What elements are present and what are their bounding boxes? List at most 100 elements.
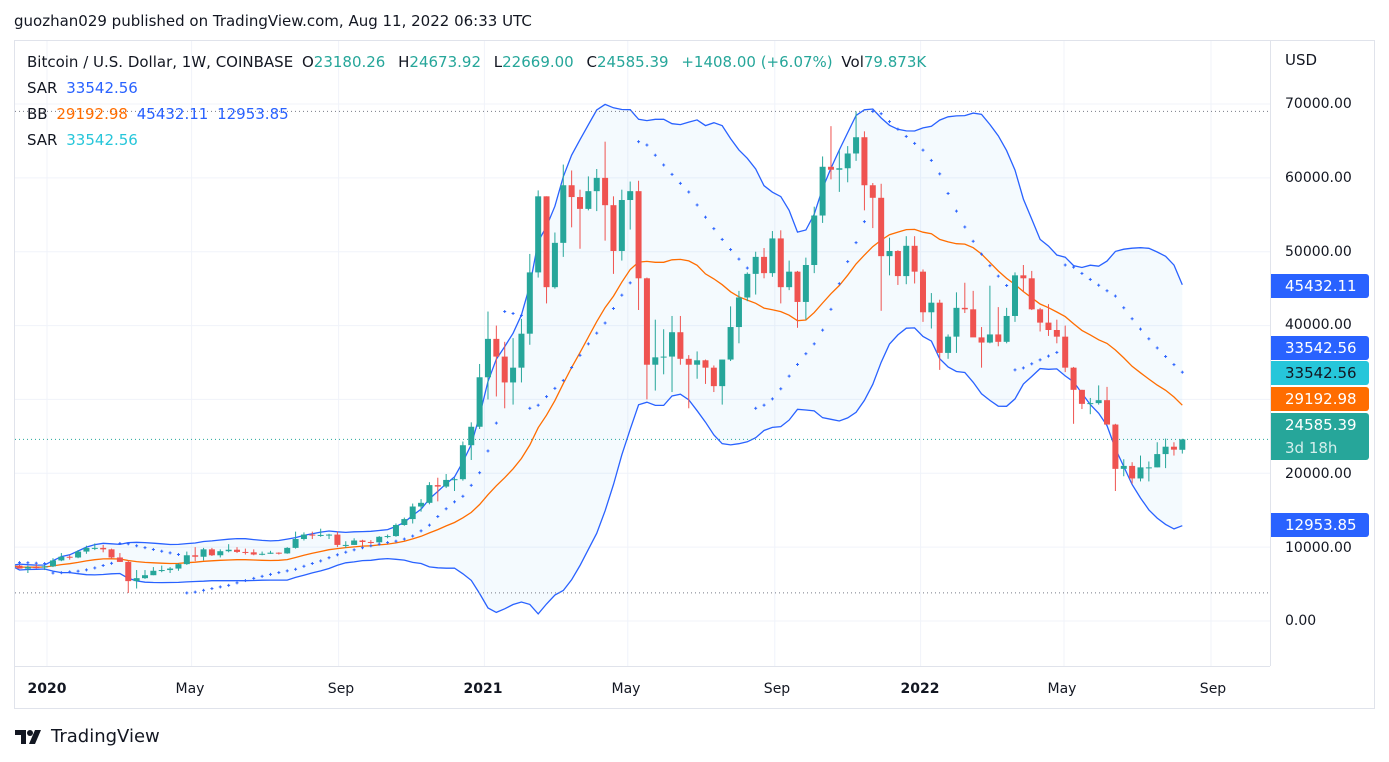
candle-body	[660, 356, 667, 358]
symbol-title[interactable]: Bitcoin / U.S. Dollar, 1W, COINBASE	[27, 53, 294, 71]
last-price-badge: 24585.39 3d 18h	[1271, 413, 1369, 460]
bb-basis-line	[15, 228, 1183, 568]
candle-body	[936, 302, 943, 353]
candle-body	[1045, 322, 1052, 331]
low-label: L	[493, 53, 503, 71]
candle-body	[970, 309, 977, 338]
chart-frame	[14, 40, 1375, 709]
low-value: 22669.00	[502, 53, 574, 71]
high-value: 24673.92	[409, 53, 481, 71]
candle-body	[434, 485, 441, 487]
candle-body	[175, 564, 182, 569]
candle-body	[468, 426, 475, 446]
candle-body	[986, 334, 993, 343]
candle-body	[786, 271, 793, 288]
price-tick: 10000.00	[1285, 540, 1352, 556]
time-axis[interactable]: 2020 May Sep 2021 May Sep 2022 May Sep	[15, 666, 1270, 709]
candle-body	[1162, 446, 1169, 455]
candle-body	[1070, 367, 1077, 390]
candle-body	[685, 358, 692, 365]
time-label: May	[175, 681, 205, 697]
bb-lower-value: 12953.85	[217, 105, 289, 123]
candle-body	[526, 272, 533, 334]
price-tick: 70000.00	[1285, 96, 1352, 112]
bb-legend[interactable]: BB 29192.98 45432.11 12953.85	[27, 105, 293, 123]
price-tick: 0.00	[1285, 613, 1317, 629]
candle-body	[1028, 278, 1035, 310]
candle-body	[853, 137, 860, 154]
candle-body	[1112, 424, 1119, 469]
candle-body	[861, 137, 868, 186]
candle-body	[359, 540, 366, 542]
sar1-label: SAR	[27, 79, 58, 97]
bb-lower-badge: 12953.85	[1271, 513, 1369, 537]
candle-body	[459, 445, 466, 480]
candle-body	[225, 549, 232, 552]
candle-body	[953, 307, 960, 337]
candle-body	[192, 555, 199, 557]
candle-body	[208, 549, 215, 556]
bb-basis-badge: 29192.98	[1271, 387, 1369, 411]
candle-body	[677, 332, 684, 359]
candlestick-chart[interactable]	[15, 41, 1270, 666]
candle-body	[510, 367, 517, 383]
candle-body	[1053, 330, 1060, 337]
candle-body	[66, 556, 73, 558]
candle-body	[928, 302, 935, 313]
candle-body	[58, 556, 65, 561]
candle-body	[752, 256, 759, 274]
bb-label: BB	[27, 105, 48, 123]
candle-body	[1087, 403, 1094, 405]
candle-body	[560, 185, 567, 243]
candle-body	[1137, 467, 1144, 479]
candle-body	[827, 166, 834, 170]
candle-body	[635, 191, 642, 279]
candle-body	[24, 567, 31, 569]
chart-pane[interactable]	[15, 41, 1270, 666]
change-value: +1408.00 (+6.07%)	[681, 53, 833, 71]
candle-body	[602, 177, 609, 206]
candle-body	[802, 265, 809, 302]
candle-body	[150, 570, 157, 576]
sar1-badge: 33542.56	[1271, 336, 1369, 360]
candle-body	[1003, 315, 1010, 342]
candle-body	[535, 196, 542, 273]
candle-body	[643, 278, 650, 365]
candle-body	[317, 534, 324, 536]
candle-body	[392, 524, 399, 537]
bb-lower-line	[15, 327, 1183, 615]
candle-body	[995, 334, 1002, 342]
brand-name: TradingView	[51, 726, 160, 747]
candle-body	[426, 485, 433, 503]
price-scale[interactable]: USD 70000.00 60000.00 50000.00 40000.00 …	[1270, 41, 1376, 666]
candle-body	[886, 250, 893, 257]
candle-body	[978, 337, 985, 343]
symbol-legend[interactable]: Bitcoin / U.S. Dollar, 1W, COINBASE O231…	[27, 53, 934, 71]
sar2-legend[interactable]: SAR 33542.56	[27, 131, 142, 149]
tradingview-logo-icon	[15, 729, 41, 744]
candle-body	[744, 273, 751, 298]
volume-label: Vol	[841, 53, 864, 71]
candle-body	[961, 307, 968, 310]
candle-body	[1104, 400, 1111, 425]
candle-body	[1095, 400, 1102, 404]
tradingview-logo[interactable]: TradingView	[15, 726, 160, 747]
candle-body	[761, 256, 768, 274]
candle-body	[1020, 275, 1027, 279]
sar1-legend[interactable]: SAR 33542.56	[27, 79, 142, 97]
candle-body	[167, 568, 174, 571]
bb-upper-line	[15, 103, 1183, 566]
candle-body	[719, 359, 726, 387]
candle-body	[91, 547, 98, 549]
candle-body	[451, 479, 458, 481]
bar-countdown: 3d 18h	[1285, 439, 1338, 457]
time-label: May	[611, 681, 641, 697]
candle-body	[501, 356, 508, 383]
candle-body	[183, 555, 190, 565]
close-value: 24585.39	[596, 53, 669, 71]
time-label: Sep	[763, 681, 791, 697]
candle-body	[49, 560, 56, 567]
high-label: H	[398, 53, 410, 71]
candle-body	[652, 357, 659, 365]
candle-body	[116, 557, 123, 562]
